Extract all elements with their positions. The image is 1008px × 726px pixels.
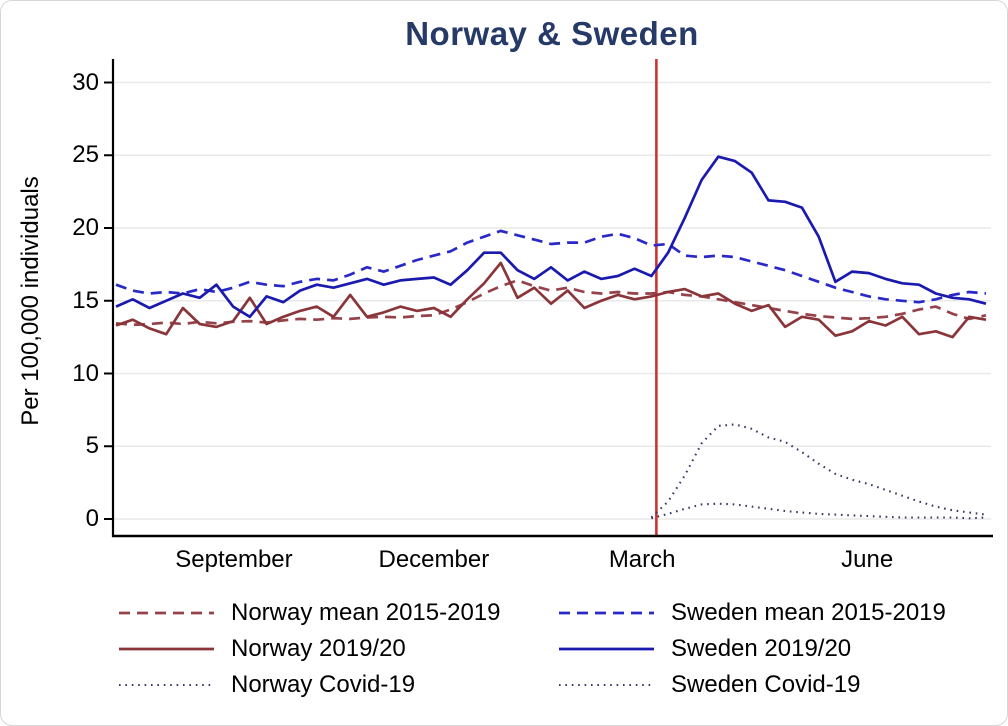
legend-label-norway-2019-20: Norway 2019/20 xyxy=(231,635,406,662)
y-tick-label-10: 10 xyxy=(72,359,99,387)
legend-label-norway-mean-2015-2019: Norway mean 2015-2019 xyxy=(231,599,501,626)
legend-label-sweden-2019-20: Sweden 2019/20 xyxy=(671,635,852,662)
x-tick-label-march: March xyxy=(608,546,676,573)
y-tick-label-15: 15 xyxy=(72,286,99,314)
chart-title: Norway & Sweden xyxy=(405,15,699,52)
y-tick-label-0: 0 xyxy=(85,505,99,532)
x-tick-label-june: June xyxy=(841,546,894,573)
y-tick-label-30: 30 xyxy=(72,68,99,96)
series-norway-covid-19-line xyxy=(651,502,987,520)
series-norway-mean-2015-2019-line xyxy=(115,279,987,327)
series-sweden-2019-20-line xyxy=(115,155,987,319)
legend-label-sweden-covid-19: Sweden Covid-19 xyxy=(671,671,861,698)
series-sweden-covid-19-line xyxy=(650,423,987,519)
legend-label-sweden-mean-2015-2019: Sweden mean 2015-2019 xyxy=(671,599,946,626)
series-norway-2019-20-line xyxy=(115,261,987,339)
y-tick-label-5: 5 xyxy=(85,432,99,460)
y-tick-label-20: 20 xyxy=(72,214,99,241)
series-sweden-mean-2015-2019-line xyxy=(115,229,987,304)
legend-label-norway-covid-19: Norway Covid-19 xyxy=(231,671,416,698)
y-tick-label-25: 25 xyxy=(72,141,99,169)
x-tick-label-september: September xyxy=(175,546,293,573)
x-tick-label-december: December xyxy=(378,546,490,573)
